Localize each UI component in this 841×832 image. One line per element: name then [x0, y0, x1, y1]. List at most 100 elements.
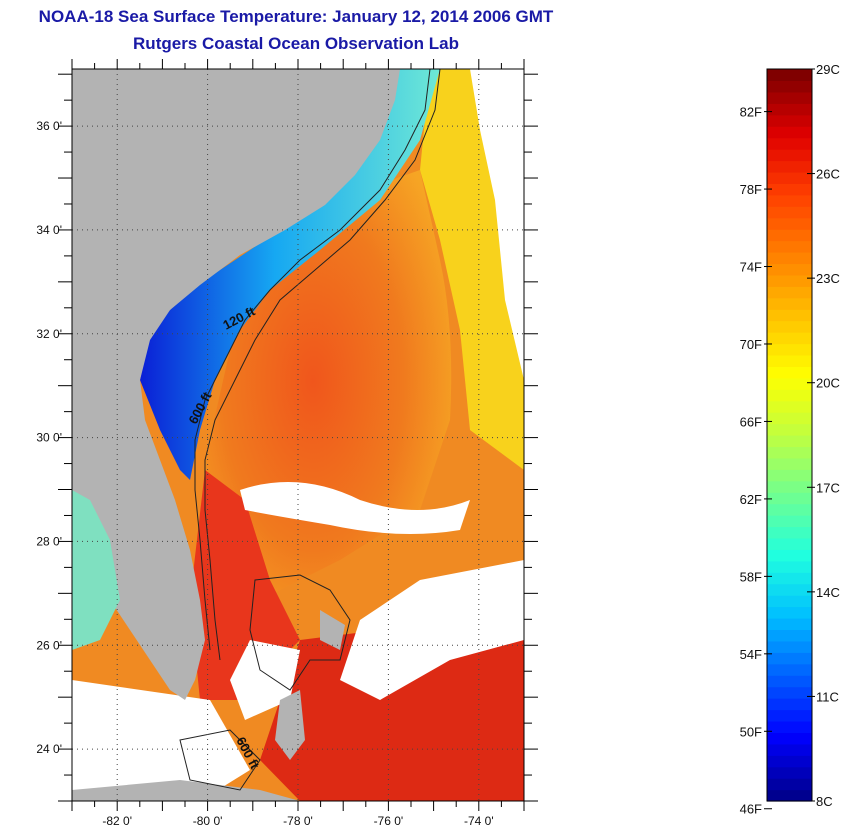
colorbar-step — [767, 789, 812, 802]
colorbar-step — [767, 194, 812, 207]
colorbar-step — [767, 160, 812, 173]
colorbar-step — [767, 171, 812, 184]
colorbar-step — [767, 446, 812, 459]
fahrenheit-label: 58F — [740, 569, 762, 584]
colorbar-step — [767, 137, 812, 150]
colorbar-step — [767, 423, 812, 436]
colorbar-step — [767, 663, 812, 676]
colorbar-step — [767, 537, 812, 550]
colorbar-step — [767, 252, 812, 265]
lat-tick-label: 28 0' — [36, 534, 62, 548]
colorbar-step — [767, 80, 812, 93]
fahrenheit-label: 50F — [740, 724, 762, 739]
fahrenheit-label: 54F — [740, 647, 762, 662]
colorbar-step — [767, 286, 812, 299]
colorbar-step — [767, 217, 812, 230]
land-us-east-coast — [72, 69, 400, 700]
celsius-label: 8C — [816, 794, 833, 809]
land-cuba — [72, 780, 300, 801]
colorbar-step — [767, 698, 812, 711]
colorbar-step — [767, 457, 812, 470]
shelf-cold-water — [140, 69, 440, 480]
lon-tick-label: -82 0' — [102, 814, 132, 828]
celsius-label: 23C — [816, 271, 840, 286]
colorbar-step — [767, 114, 812, 127]
fahrenheit-label: 46F — [740, 802, 762, 817]
colorbar-step — [767, 366, 812, 379]
colorbar-step — [767, 618, 812, 631]
colorbar-step — [767, 755, 812, 768]
colorbar-step — [767, 560, 812, 573]
land-abaco — [320, 610, 345, 650]
cloud-northeast — [470, 69, 524, 380]
fahrenheit-label: 82F — [740, 105, 762, 120]
colorbar-step — [767, 400, 812, 413]
colorbar: 29C 26C 23C 20C 17C 14C 11C 8C 82F 78F 74F 70F 66F 62… — [740, 62, 840, 817]
colorbar-step — [767, 640, 812, 653]
colorbar-step — [767, 103, 812, 116]
colorbar-step — [767, 606, 812, 619]
colorbar-step — [767, 149, 812, 162]
lon-tick-label: -78 0' — [283, 814, 313, 828]
map-frame — [58, 59, 538, 811]
colorbar-step — [767, 515, 812, 528]
colorbar-step — [767, 126, 812, 139]
celsius-label: 11C — [816, 689, 839, 704]
colorbar-step — [767, 183, 812, 196]
fahrenheit-label: 78F — [740, 182, 762, 197]
colorbar-step — [767, 412, 812, 425]
celsius-label: 29C — [816, 62, 840, 77]
isobath-bahamas — [249, 574, 351, 691]
lon-tick-label: -80 0' — [193, 814, 223, 828]
colorbar-step — [767, 354, 812, 367]
colorbar-step — [767, 766, 812, 779]
colorbar-step — [767, 229, 812, 242]
colorbar-step — [767, 480, 812, 493]
cloud-southeast — [340, 560, 524, 700]
colorbar-step — [767, 69, 812, 82]
colorbar-step — [767, 297, 812, 310]
colorbar-step — [767, 320, 812, 333]
lon-tick-label: -74 0' — [464, 814, 494, 828]
colorbar-step — [767, 743, 812, 756]
colorbar-step — [767, 263, 812, 276]
lat-tick-label: 36 0' — [36, 119, 62, 133]
isobath-600ft — [204, 69, 441, 661]
colorbar-step — [767, 675, 812, 688]
lat-tick-label: 32 0' — [36, 327, 62, 341]
colorbar-border — [766, 68, 813, 802]
lat-tick-label: 24 0' — [36, 742, 62, 756]
colorbar-step — [767, 572, 812, 585]
isobath-south — [179, 729, 261, 791]
colorbar-step — [767, 332, 812, 345]
celsius-label: 14C — [816, 585, 840, 600]
colorbar-step — [767, 526, 812, 539]
colorbar-step — [767, 492, 812, 505]
colorbar-step — [767, 240, 812, 253]
colorbar-step — [767, 389, 812, 402]
colorbar-step — [767, 778, 812, 791]
celsius-label: 17C — [816, 480, 840, 495]
colorbar-step — [767, 583, 812, 596]
isobath-120ft — [194, 69, 431, 651]
lon-tick-label: -76 0' — [374, 814, 404, 828]
land-andros — [275, 690, 305, 760]
colorbar-step — [767, 435, 812, 448]
fahrenheit-label: 62F — [740, 492, 762, 507]
graticule: -82 0' -80 0' -78 0' -76 0' -74 0' 36 0' 34 0'… — [36, 69, 524, 828]
colorbar-step — [767, 91, 812, 104]
colorbar-step — [767, 274, 812, 287]
land-florida-gulf — [72, 490, 120, 650]
colorbar-step — [767, 720, 812, 733]
colorbar-step — [767, 503, 812, 516]
fahrenheit-label: 66F — [740, 414, 762, 429]
colorbar-step — [767, 732, 812, 745]
colorbar-step — [767, 629, 812, 642]
colorbar-step — [767, 309, 812, 322]
lat-tick-label: 26 0' — [36, 638, 62, 652]
fahrenheit-label: 74F — [740, 260, 762, 275]
celsius-label: 20C — [816, 376, 840, 391]
colorbar-step — [767, 709, 812, 722]
cloud-south — [72, 680, 250, 801]
colorbar-step — [767, 377, 812, 390]
